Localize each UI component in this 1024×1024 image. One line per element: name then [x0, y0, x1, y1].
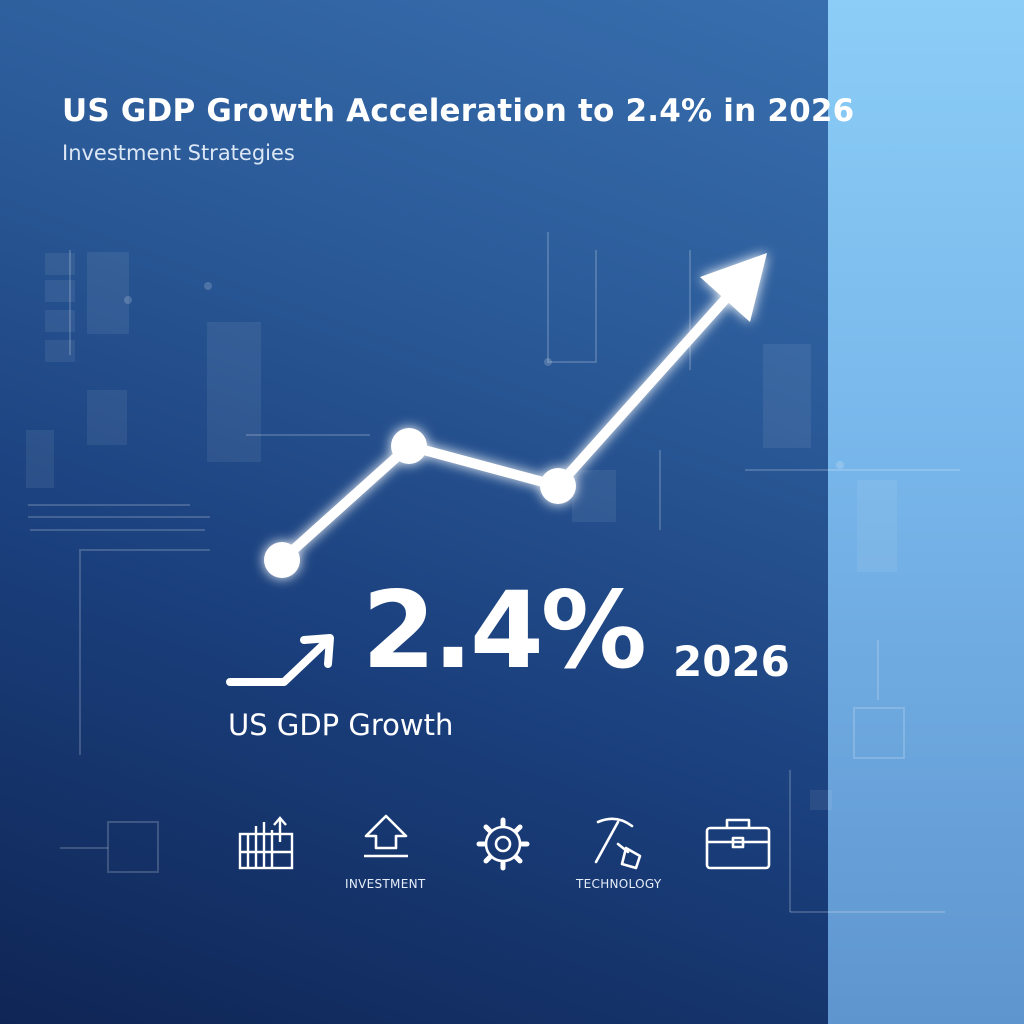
trend-arrowhead [700, 253, 767, 322]
headline-label: US GDP Growth [228, 708, 454, 742]
trend-point [540, 468, 576, 504]
icon-label-technology: TECHNOLOGY [576, 877, 662, 891]
headline-year: 2026 [673, 637, 790, 686]
trend-point [391, 428, 427, 464]
page-subtitle: Investment Strategies [62, 141, 295, 165]
briefcase-icon [705, 818, 771, 870]
pickaxe-icon [594, 817, 642, 870]
right-light-panel [828, 0, 1024, 1024]
upload-arrow-icon [364, 814, 408, 858]
trend-up-icon [226, 634, 334, 686]
trend-point [264, 542, 300, 578]
headline-value: 2.4% [362, 569, 647, 692]
bar-chart-up-icon [238, 816, 294, 870]
gear-icon [476, 817, 530, 871]
icon-label-investment: INVESTMENT [345, 877, 426, 891]
page-title: US GDP Growth Acceleration to 2.4% in 20… [62, 93, 855, 129]
trend-line [277, 280, 743, 565]
